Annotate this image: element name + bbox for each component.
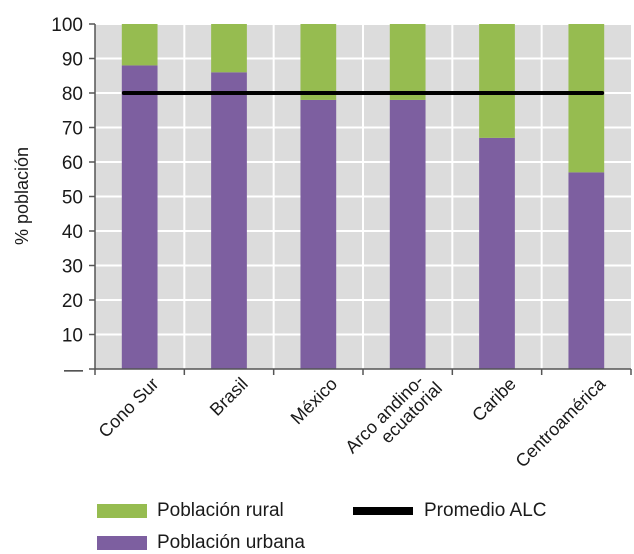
legend-swatch-rural xyxy=(97,504,147,518)
bar-rural-1 xyxy=(211,24,247,73)
bar-rural-0 xyxy=(121,24,158,66)
x-label-1: Brasil xyxy=(206,374,252,420)
legend-swatch-urbana xyxy=(97,536,147,550)
bar-rural-2 xyxy=(300,24,337,100)
legend-swatch-promedio xyxy=(353,507,413,515)
y-tick-label-70: 70 xyxy=(62,119,83,140)
stacked-bar-chart: — 10 20 30 40 50 60 70 80 90 100 Cono Sur Brasil Méx… xyxy=(12,15,632,471)
y-tick-label-60: 60 xyxy=(62,153,83,174)
y-tick-label-100: 100 xyxy=(51,15,83,36)
bar-urbana-5 xyxy=(568,172,605,369)
bar-rural-4 xyxy=(479,24,515,138)
y-tick-label-40: 40 xyxy=(62,222,83,243)
legend-label-urbana: Población urbana xyxy=(157,532,305,553)
x-label-4: Caribe xyxy=(468,374,520,426)
bar-urbana-3 xyxy=(389,99,426,370)
bar-rural-5 xyxy=(568,24,605,173)
bar-urbana-0 xyxy=(121,65,158,370)
x-label-0: Cono Sur xyxy=(95,374,163,442)
x-label-3: Arco andino-ecuatorial xyxy=(341,365,446,470)
legend-label-promedio: Promedio ALC xyxy=(424,500,547,521)
legend-item-promedio: Promedio ALC xyxy=(353,500,547,522)
x-label-line-4-0: Caribe xyxy=(468,374,520,426)
y-tick-label-90: 90 xyxy=(62,50,83,71)
y-tick-label-10: 10 xyxy=(62,326,83,347)
x-label-line-0-0: Cono Sur xyxy=(95,374,163,442)
x-label-line-1-0: Brasil xyxy=(206,374,252,420)
x-label-2: México xyxy=(287,374,341,428)
x-label-line-2-0: México xyxy=(287,374,341,428)
x-category-labels: Cono Sur Brasil México Arco andino-ecuatori… xyxy=(95,365,610,471)
bar-urbana-1 xyxy=(211,72,247,370)
y-tick-label-50: 50 xyxy=(62,188,83,209)
y-tick-label-80: 80 xyxy=(62,84,83,105)
x-label-5: Centroamérica xyxy=(512,373,610,471)
y-tick-labels: — 10 20 30 40 50 60 70 80 90 100 xyxy=(51,15,83,381)
bar-urbana-2 xyxy=(300,99,337,370)
bars xyxy=(121,24,605,370)
legend-label-rural: Población rural xyxy=(157,500,284,521)
x-label-line-5-0: Centroamérica xyxy=(512,373,610,471)
y-tick-label-0: — xyxy=(64,360,83,381)
legend-item-urbana: Población urbana xyxy=(97,532,305,554)
y-axis-title: % población xyxy=(12,147,32,245)
legend-item-rural: Población rural xyxy=(97,500,284,522)
y-tick-label-30: 30 xyxy=(62,257,83,278)
bar-rural-3 xyxy=(389,24,426,100)
bar-urbana-4 xyxy=(479,137,515,369)
axes xyxy=(89,23,632,375)
y-tick-label-20: 20 xyxy=(62,291,83,312)
